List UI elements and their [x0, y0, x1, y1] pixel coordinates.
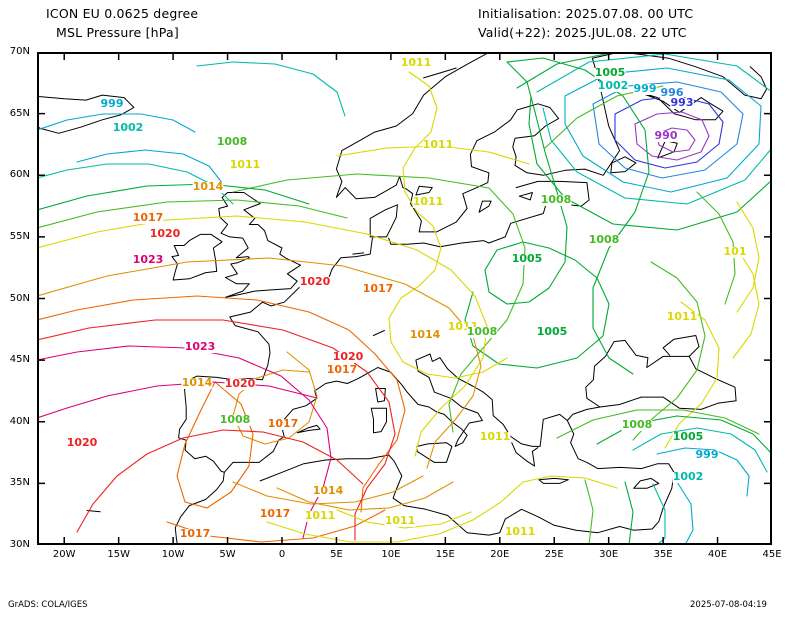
x-axis-tick-label: 5W: [219, 549, 236, 560]
contour-label: 1011: [423, 138, 454, 151]
contour-label: 1017: [268, 417, 299, 430]
contour-label: 1005: [595, 66, 626, 79]
contour-label: 1017: [260, 507, 291, 520]
contour-label: 1017: [133, 211, 164, 224]
contour-label: 1008: [541, 193, 572, 206]
contour-label: 999: [634, 82, 657, 95]
contour-label: 1020: [150, 227, 181, 240]
y-axis-tick-label: 40N: [9, 415, 30, 427]
map-plot-area: 999 1002 1008 1011 1014 1017 1020 1023 1020 1017 1…: [37, 52, 772, 545]
x-axis-tick-label: 45E: [762, 549, 782, 560]
contour-label: 1023: [133, 253, 164, 266]
x-axis-tick-label: 35E: [653, 549, 673, 560]
contour-label: 1008: [217, 135, 248, 148]
valid-time-label: Valid(+22): 2025.JUL.08. 22 UTC: [478, 25, 687, 40]
contour-label: 993: [671, 96, 694, 109]
contour-label: 1005: [512, 252, 543, 265]
contour-label: 990: [655, 129, 678, 142]
contour-label: 1023: [185, 340, 216, 353]
contour-label: 1011: [667, 310, 698, 323]
field-title: MSL Pressure [hPa]: [56, 25, 179, 40]
contour-label: 999: [696, 448, 719, 461]
contour-label: 1011: [413, 195, 444, 208]
y-axis-tick-label: 70N: [9, 46, 30, 57]
contour-label: 1014: [313, 484, 344, 497]
y-axis-tick-label: 35N: [9, 477, 30, 489]
contour-label: 1017: [180, 527, 211, 540]
contour-label: 1014: [182, 376, 213, 389]
x-axis-tick-label: 40E: [708, 549, 728, 560]
contour-label: 1014: [410, 328, 441, 341]
contour-label: 1011: [505, 525, 536, 538]
contour-label: 101: [724, 245, 747, 258]
contour-label: 1002: [113, 121, 144, 134]
contour-label: 996: [661, 86, 684, 99]
render-timestamp: 2025-07-08-04:19: [690, 600, 767, 610]
contour-label: 1011: [230, 158, 261, 171]
contour-label: 1011: [401, 56, 432, 69]
contour-label: 1020: [333, 350, 364, 363]
credit-label: GrADS: COLA/IGES: [8, 600, 88, 610]
contour-label: 1020: [67, 436, 98, 449]
contour-label: 1017: [363, 282, 394, 295]
contour-label: 1008: [622, 418, 653, 431]
contour-label: 1005: [537, 325, 568, 338]
contour-label: 1011: [385, 514, 416, 527]
contour-label: 1011: [305, 509, 336, 522]
y-axis-tick-label: 65N: [9, 107, 30, 119]
contour-label: 1011: [480, 430, 511, 443]
y-axis-tick-label: 50N: [9, 292, 30, 304]
contour-label: 1005: [673, 430, 704, 443]
contour-label: 1008: [589, 233, 620, 246]
contour-label: 1008: [467, 325, 498, 338]
y-axis-tick-label: 45N: [9, 354, 30, 366]
y-axis-tick-label: 60N: [9, 169, 30, 181]
x-axis-tick-label: 10E: [381, 549, 401, 560]
x-axis-tick-label: 0: [278, 549, 286, 560]
x-axis-tick-label: 10W: [161, 549, 185, 560]
x-axis-tick-label: 20E: [490, 549, 510, 560]
contour-label: 1008: [220, 413, 251, 426]
contour-label: 1020: [225, 377, 256, 390]
y-axis-tick-label: 55N: [9, 230, 30, 242]
x-axis-tick-label: 5E: [330, 549, 343, 560]
contour-label: 999: [101, 97, 124, 110]
model-title: ICON EU 0.0625 degree: [46, 6, 199, 21]
contour-label: 1020: [300, 275, 331, 288]
contour-label: 1002: [673, 470, 704, 483]
x-axis-tick-label: 15E: [435, 549, 455, 560]
contour-label: 1014: [193, 180, 224, 193]
contour-label: 1017: [327, 363, 358, 376]
contour-label: 1002: [598, 79, 629, 92]
contour-map-svg: 9991002100810111014101710201023102010171…: [37, 52, 772, 545]
x-axis-tick-label: 30E: [599, 549, 619, 560]
y-axis-tick-label: 30N: [9, 539, 30, 550]
x-axis-tick-label: 15W: [107, 549, 130, 560]
initialisation-label: Initialisation: 2025.07.08. 00 UTC: [478, 6, 694, 21]
x-axis-tick-label: 20W: [52, 549, 76, 560]
x-axis-tick-label: 25E: [544, 549, 564, 560]
